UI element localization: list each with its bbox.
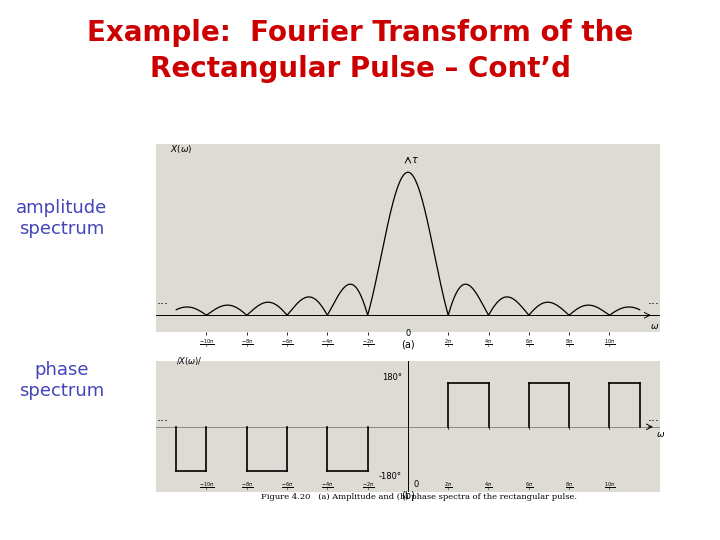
- Text: Figure 4.20   (a) Amplitude and (b) phase spectra of the rectangular pulse.: Figure 4.20 (a) Amplitude and (b) phase …: [261, 492, 577, 501]
- Text: $\omega$: $\omega$: [649, 322, 659, 332]
- Text: (b): (b): [401, 490, 415, 500]
- Text: $\tau$: $\tau$: [411, 155, 419, 165]
- Text: ...: ...: [648, 294, 660, 307]
- Text: $X(\omega)$: $X(\omega)$: [170, 143, 192, 155]
- Text: -180°: -180°: [379, 472, 402, 481]
- Text: ...: ...: [156, 411, 168, 424]
- Text: $\frac{-2\pi}{\tau}$: $\frac{-2\pi}{\tau}$: [361, 480, 374, 494]
- Text: $\frac{-4\pi}{\tau}$: $\frac{-4\pi}{\tau}$: [321, 480, 333, 494]
- Text: phase
spectrum: phase spectrum: [19, 361, 104, 400]
- Text: 0: 0: [405, 329, 410, 338]
- Text: 180°: 180°: [382, 373, 402, 382]
- Text: $\frac{-8\pi}{\tau}$: $\frac{-8\pi}{\tau}$: [240, 480, 253, 494]
- Text: ...: ...: [156, 294, 168, 307]
- Text: $\frac{-10\pi}{\tau}$: $\frac{-10\pi}{\tau}$: [199, 480, 214, 494]
- Text: $\frac{8\pi}{\tau}$: $\frac{8\pi}{\tau}$: [565, 480, 573, 494]
- Text: $\frac{6\pi}{\tau}$: $\frac{6\pi}{\tau}$: [525, 480, 533, 494]
- Text: $\frac{-6\pi}{\tau}$: $\frac{-6\pi}{\tau}$: [281, 480, 293, 494]
- Text: 0: 0: [414, 480, 419, 489]
- Text: (a): (a): [401, 340, 415, 349]
- Text: $/X(\omega)/$: $/X(\omega)/$: [176, 355, 203, 367]
- Text: amplitude
spectrum: amplitude spectrum: [16, 199, 107, 238]
- Text: Example:  Fourier Transform of the
Rectangular Pulse – Cont’d: Example: Fourier Transform of the Rectan…: [87, 19, 633, 83]
- Text: $\frac{10\pi}{\tau}$: $\frac{10\pi}{\tau}$: [604, 480, 615, 494]
- Text: $\frac{4\pi}{\tau}$: $\frac{4\pi}{\tau}$: [485, 480, 492, 494]
- Text: ...: ...: [648, 411, 660, 424]
- Text: $\frac{2\pi}{\tau}$: $\frac{2\pi}{\tau}$: [444, 480, 452, 494]
- Text: $\omega$: $\omega$: [656, 430, 665, 440]
